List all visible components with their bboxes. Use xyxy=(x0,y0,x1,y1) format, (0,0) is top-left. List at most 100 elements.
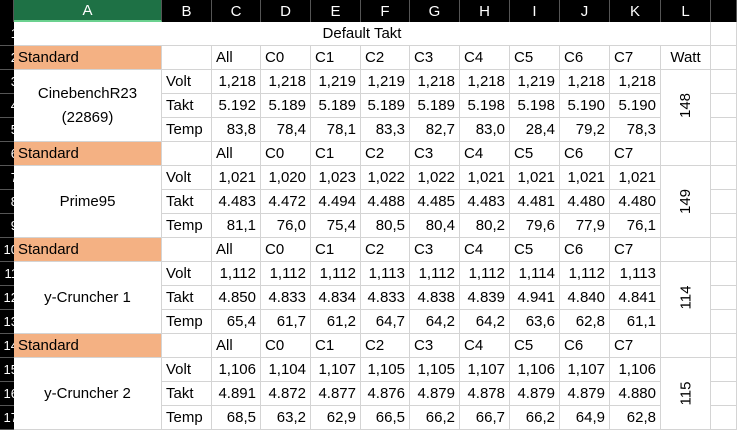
value-cell[interactable]: 4.483 xyxy=(212,190,261,214)
value-cell[interactable]: 1,021 xyxy=(560,166,610,190)
row-header-16[interactable]: 16 xyxy=(0,382,14,406)
core-header[interactable]: C1 xyxy=(311,238,361,262)
value-cell[interactable]: 1,219 xyxy=(311,70,361,94)
value-cell[interactable]: 4.877 xyxy=(311,382,361,406)
value-cell[interactable]: 66,2 xyxy=(410,406,460,430)
value-cell[interactable]: 1,022 xyxy=(410,166,460,190)
core-header[interactable]: C0 xyxy=(261,46,311,70)
value-cell[interactable]: 4.833 xyxy=(361,286,410,310)
value-cell[interactable]: 4.834 xyxy=(311,286,361,310)
value-cell[interactable]: 68,5 xyxy=(212,406,261,430)
row-header-10[interactable]: 10 xyxy=(0,238,14,262)
value-cell[interactable]: 1,112 xyxy=(212,262,261,286)
grid-cell[interactable] xyxy=(711,286,737,310)
test-name-cell[interactable]: y-Cruncher 1 xyxy=(14,262,162,334)
value-cell[interactable]: 76,0 xyxy=(261,214,311,238)
value-cell[interactable]: 66,5 xyxy=(361,406,410,430)
value-cell[interactable]: 1,022 xyxy=(361,166,410,190)
row-header-11[interactable]: 11 xyxy=(0,262,14,286)
value-cell[interactable]: 79,2 xyxy=(560,118,610,142)
value-cell[interactable]: 1,107 xyxy=(560,358,610,382)
value-cell[interactable]: 75,4 xyxy=(311,214,361,238)
value-cell[interactable]: 81,1 xyxy=(212,214,261,238)
value-cell[interactable]: 4.941 xyxy=(510,286,560,310)
core-header[interactable]: C3 xyxy=(410,46,460,70)
core-header[interactable]: C4 xyxy=(460,334,510,358)
grid-cell[interactable] xyxy=(162,142,212,166)
test-name-cell[interactable]: Prime95 xyxy=(14,166,162,238)
value-cell[interactable]: 4.485 xyxy=(410,190,460,214)
row-header-2[interactable]: 2 xyxy=(0,46,14,70)
row-header-6[interactable]: 6 xyxy=(0,142,14,166)
value-cell[interactable]: 78,3 xyxy=(610,118,661,142)
column-header-g[interactable]: G xyxy=(410,0,460,22)
value-cell[interactable]: 1,105 xyxy=(410,358,460,382)
value-cell[interactable]: 66,7 xyxy=(460,406,510,430)
value-cell[interactable]: 4.879 xyxy=(560,382,610,406)
value-cell[interactable]: 4.472 xyxy=(261,190,311,214)
value-cell[interactable]: 61,1 xyxy=(610,310,661,334)
row-header-7[interactable]: 7 xyxy=(0,166,14,190)
core-header[interactable]: C2 xyxy=(361,142,410,166)
grid-cell[interactable] xyxy=(661,142,711,166)
value-cell[interactable]: 1,021 xyxy=(510,166,560,190)
value-cell[interactable]: 1,113 xyxy=(610,262,661,286)
grid-cell[interactable] xyxy=(711,70,737,94)
value-cell[interactable]: 1,021 xyxy=(610,166,661,190)
metric-label-volt[interactable]: Volt xyxy=(162,262,212,286)
value-cell[interactable]: 76,1 xyxy=(610,214,661,238)
metric-label-temp[interactable]: Temp xyxy=(162,310,212,334)
value-cell[interactable]: 1,021 xyxy=(460,166,510,190)
column-header-f[interactable]: F xyxy=(361,0,410,22)
metric-label-temp[interactable]: Temp xyxy=(162,406,212,430)
value-cell[interactable]: 1,114 xyxy=(510,262,560,286)
value-cell[interactable]: 1,106 xyxy=(510,358,560,382)
grid-cell[interactable] xyxy=(711,94,737,118)
value-cell[interactable]: 1,112 xyxy=(311,262,361,286)
value-cell[interactable]: 4.878 xyxy=(460,382,510,406)
core-header[interactable]: C4 xyxy=(460,238,510,262)
value-cell[interactable]: 1,218 xyxy=(610,70,661,94)
grid-cell[interactable] xyxy=(711,118,737,142)
value-cell[interactable]: 5.190 xyxy=(610,94,661,118)
value-cell[interactable]: 4.494 xyxy=(311,190,361,214)
value-cell[interactable]: 83,8 xyxy=(212,118,261,142)
column-header-d[interactable]: D xyxy=(261,0,311,22)
metric-label-takt[interactable]: Takt xyxy=(162,190,212,214)
grid-cell[interactable] xyxy=(711,262,737,286)
value-cell[interactable]: 1,104 xyxy=(261,358,311,382)
grid-cell[interactable] xyxy=(711,166,737,190)
grid-cell[interactable] xyxy=(162,238,212,262)
grid-cell[interactable] xyxy=(711,334,737,358)
watt-header[interactable]: Watt xyxy=(661,46,711,70)
value-cell[interactable]: 1,023 xyxy=(311,166,361,190)
test-name-cell[interactable]: y-Cruncher 2 xyxy=(14,358,162,430)
value-cell[interactable]: 5.190 xyxy=(560,94,610,118)
value-cell[interactable]: 4.480 xyxy=(560,190,610,214)
grid-cell[interactable] xyxy=(711,22,737,46)
value-cell[interactable]: 5.189 xyxy=(261,94,311,118)
grid-cell[interactable] xyxy=(661,334,711,358)
grid-cell[interactable] xyxy=(711,358,737,382)
value-cell[interactable]: 4.833 xyxy=(261,286,311,310)
value-cell[interactable]: 83,3 xyxy=(361,118,410,142)
value-cell[interactable]: 4.876 xyxy=(361,382,410,406)
value-cell[interactable]: 77,9 xyxy=(560,214,610,238)
value-cell[interactable]: 64,2 xyxy=(410,310,460,334)
value-cell[interactable]: 79,6 xyxy=(510,214,560,238)
value-cell[interactable]: 64,9 xyxy=(560,406,610,430)
value-cell[interactable]: 4.880 xyxy=(610,382,661,406)
value-cell[interactable]: 4.488 xyxy=(361,190,410,214)
core-header[interactable]: C6 xyxy=(560,46,610,70)
standard-label[interactable]: Standard xyxy=(14,334,162,358)
grid-cell[interactable] xyxy=(711,406,737,430)
core-header[interactable]: C2 xyxy=(361,46,410,70)
column-header-k[interactable]: K xyxy=(610,0,661,22)
value-cell[interactable]: 1,219 xyxy=(510,70,560,94)
value-cell[interactable]: 5.189 xyxy=(410,94,460,118)
metric-label-takt[interactable]: Takt xyxy=(162,94,212,118)
value-cell[interactable]: 62,8 xyxy=(610,406,661,430)
grid-cell[interactable] xyxy=(711,190,737,214)
value-cell[interactable]: 61,7 xyxy=(261,310,311,334)
value-cell[interactable]: 4.841 xyxy=(610,286,661,310)
